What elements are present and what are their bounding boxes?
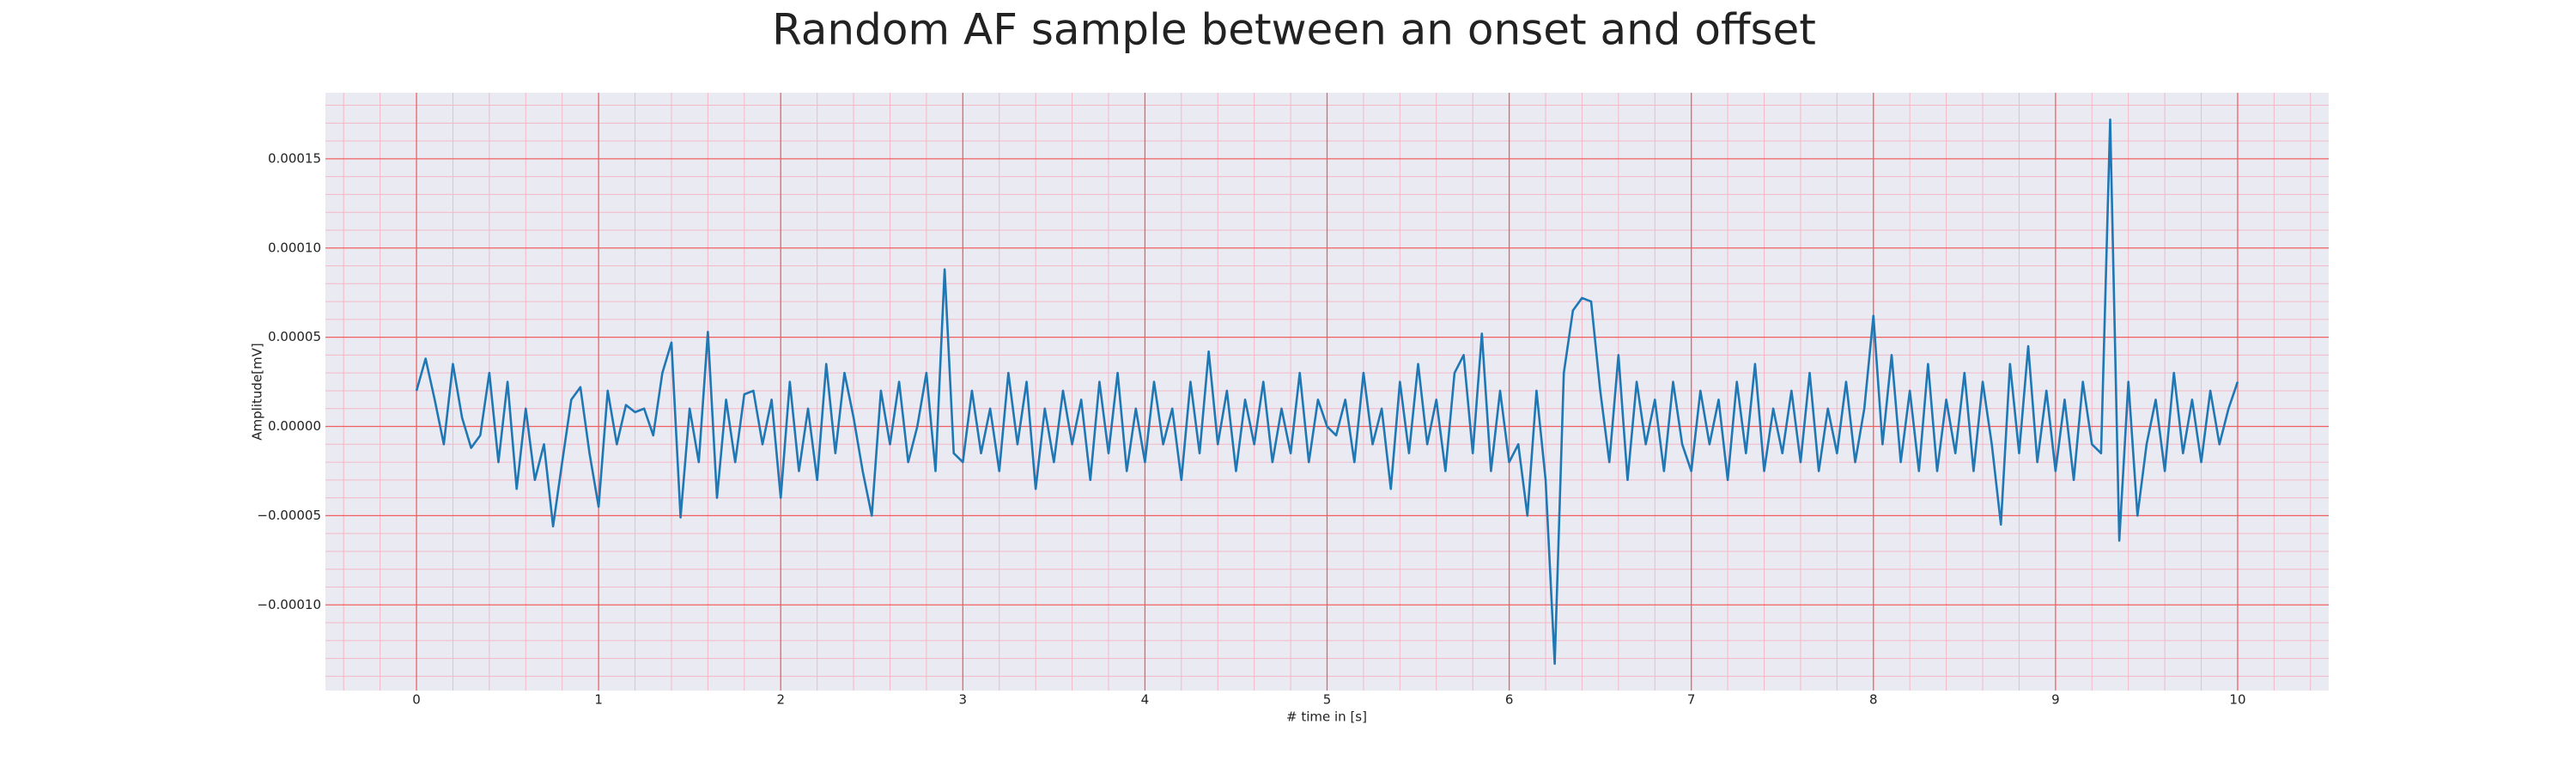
- y-tick-label: −0.00005: [257, 508, 321, 523]
- x-tick-label: 10: [2229, 692, 2245, 708]
- signal-line: [415, 118, 2239, 666]
- x-axis-label: # time in [s]: [1286, 709, 1367, 725]
- x-tick-label: 7: [1687, 692, 1696, 708]
- chart-title: Random AF sample between an onset and of…: [772, 5, 1816, 55]
- y-tick-label: 0.00015: [268, 150, 321, 166]
- x-tick-label: 6: [1505, 692, 1514, 708]
- y-tick-label: 0.00005: [268, 329, 321, 344]
- y-tick-label: 0.00010: [268, 240, 321, 255]
- y-tick-label: −0.00010: [257, 597, 321, 612]
- x-tick-label: 5: [1323, 692, 1332, 708]
- x-tick-label: 4: [1141, 692, 1150, 708]
- series: [415, 118, 2239, 666]
- x-tick-label: 3: [959, 692, 968, 708]
- y-axis-label: Amplitude[mV]: [250, 343, 265, 440]
- x-tick-label: 0: [412, 692, 421, 708]
- y-tick-label: 0.00000: [268, 418, 321, 434]
- x-tick-label: 8: [1869, 692, 1878, 708]
- x-tick-label: 1: [594, 692, 603, 708]
- x-tick-label: 9: [2051, 692, 2060, 708]
- x-tick-label: 2: [776, 692, 785, 708]
